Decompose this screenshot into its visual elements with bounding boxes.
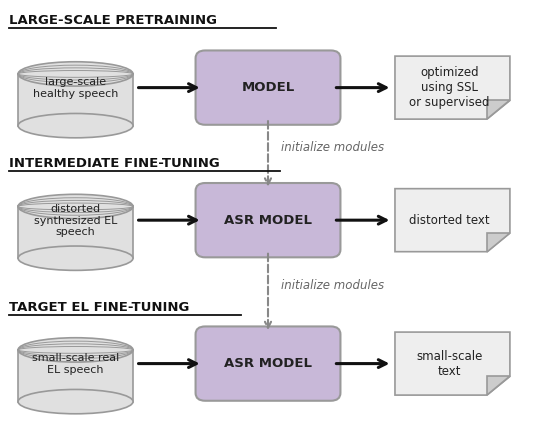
Ellipse shape	[18, 62, 133, 86]
Polygon shape	[395, 332, 510, 395]
Text: initialize modules: initialize modules	[281, 279, 384, 292]
FancyBboxPatch shape	[196, 327, 340, 401]
Polygon shape	[487, 233, 510, 252]
Text: MODEL: MODEL	[241, 81, 295, 94]
Ellipse shape	[18, 113, 133, 138]
Ellipse shape	[18, 338, 133, 362]
Text: distorted text: distorted text	[410, 214, 490, 227]
Polygon shape	[395, 189, 510, 252]
Polygon shape	[395, 56, 510, 119]
FancyBboxPatch shape	[18, 74, 133, 126]
Text: ASR MODEL: ASR MODEL	[224, 357, 312, 370]
Text: INTERMEDIATE FINE-TUNING: INTERMEDIATE FINE-TUNING	[9, 157, 219, 170]
Text: ASR MODEL: ASR MODEL	[224, 214, 312, 227]
Text: small-scale real
EL speech: small-scale real EL speech	[32, 354, 119, 375]
Text: small-scale
text: small-scale text	[416, 350, 483, 378]
FancyBboxPatch shape	[196, 183, 340, 257]
FancyBboxPatch shape	[196, 51, 340, 125]
Text: initialize modules: initialize modules	[281, 141, 384, 154]
Text: large-scale
healthy speech: large-scale healthy speech	[33, 78, 118, 99]
FancyBboxPatch shape	[18, 350, 133, 402]
Text: TARGET EL FINE-TUNING: TARGET EL FINE-TUNING	[9, 300, 189, 313]
Text: optimized
using SSL
or supervised: optimized using SSL or supervised	[410, 66, 490, 109]
Text: distorted
synthesized EL
speech: distorted synthesized EL speech	[34, 204, 117, 237]
Polygon shape	[487, 100, 510, 119]
Polygon shape	[487, 376, 510, 395]
Ellipse shape	[18, 246, 133, 270]
Text: LARGE-SCALE PRETRAINING: LARGE-SCALE PRETRAINING	[9, 14, 217, 27]
Ellipse shape	[18, 194, 133, 218]
FancyBboxPatch shape	[18, 207, 133, 258]
Ellipse shape	[18, 389, 133, 414]
